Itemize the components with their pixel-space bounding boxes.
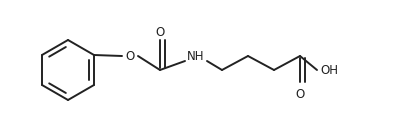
Text: NH: NH	[187, 50, 205, 62]
Text: OH: OH	[320, 63, 338, 77]
Text: O: O	[295, 88, 305, 100]
Text: O: O	[125, 50, 135, 62]
Text: O: O	[156, 25, 164, 39]
